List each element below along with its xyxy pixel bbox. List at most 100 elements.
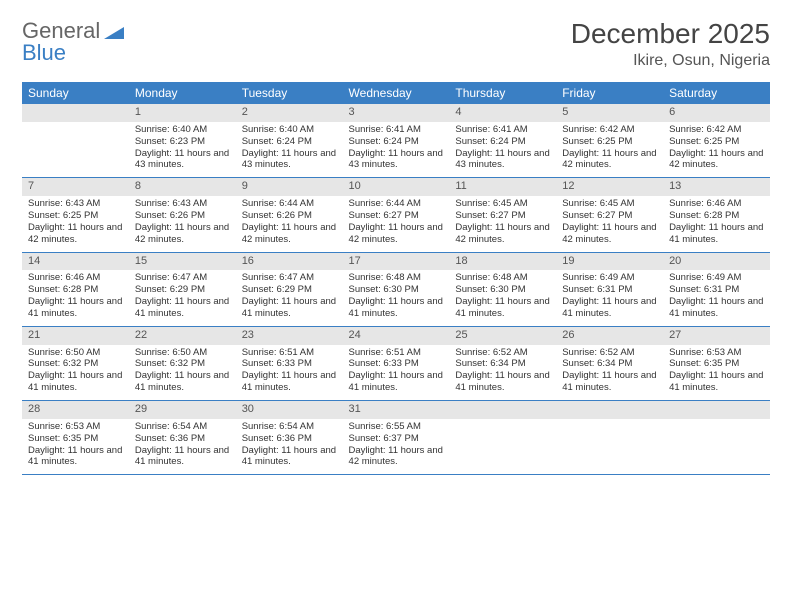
day-body: Sunrise: 6:42 AMSunset: 6:25 PMDaylight:… xyxy=(663,122,770,178)
day-body: Sunrise: 6:53 AMSunset: 6:35 PMDaylight:… xyxy=(22,419,129,475)
daylight-text: Daylight: 11 hours and 41 minutes. xyxy=(669,370,764,394)
calendar-day-cell: 9Sunrise: 6:44 AMSunset: 6:26 PMDaylight… xyxy=(236,178,343,252)
day-body xyxy=(556,419,663,467)
day-body: Sunrise: 6:43 AMSunset: 6:26 PMDaylight:… xyxy=(129,196,236,252)
sunrise-text: Sunrise: 6:55 AM xyxy=(349,421,444,433)
day-number: 20 xyxy=(663,253,770,271)
day-number: 9 xyxy=(236,178,343,196)
sunrise-text: Sunrise: 6:50 AM xyxy=(28,347,123,359)
sunrise-text: Sunrise: 6:54 AM xyxy=(135,421,230,433)
calendar-day-cell: 5Sunrise: 6:42 AMSunset: 6:25 PMDaylight… xyxy=(556,104,663,178)
day-number xyxy=(22,104,129,122)
day-body: Sunrise: 6:51 AMSunset: 6:33 PMDaylight:… xyxy=(343,345,450,401)
day-number: 1 xyxy=(129,104,236,122)
day-header: Friday xyxy=(556,82,663,104)
day-header: Thursday xyxy=(449,82,556,104)
sunrise-text: Sunrise: 6:48 AM xyxy=(349,272,444,284)
sunset-text: Sunset: 6:25 PM xyxy=(28,210,123,222)
day-body: Sunrise: 6:51 AMSunset: 6:33 PMDaylight:… xyxy=(236,345,343,401)
calendar-week-row: 28Sunrise: 6:53 AMSunset: 6:35 PMDayligh… xyxy=(22,401,770,475)
sunrise-text: Sunrise: 6:54 AM xyxy=(242,421,337,433)
sunrise-text: Sunrise: 6:41 AM xyxy=(349,124,444,136)
day-body: Sunrise: 6:52 AMSunset: 6:34 PMDaylight:… xyxy=(449,345,556,401)
day-body: Sunrise: 6:52 AMSunset: 6:34 PMDaylight:… xyxy=(556,345,663,401)
sunset-text: Sunset: 6:27 PM xyxy=(455,210,550,222)
day-number: 11 xyxy=(449,178,556,196)
sunrise-text: Sunrise: 6:43 AM xyxy=(28,198,123,210)
calendar-week-row: 14Sunrise: 6:46 AMSunset: 6:28 PMDayligh… xyxy=(22,252,770,326)
sunrise-text: Sunrise: 6:50 AM xyxy=(135,347,230,359)
daylight-text: Daylight: 11 hours and 41 minutes. xyxy=(28,370,123,394)
sunrise-text: Sunrise: 6:53 AM xyxy=(669,347,764,359)
calendar-day-cell: 18Sunrise: 6:48 AMSunset: 6:30 PMDayligh… xyxy=(449,252,556,326)
calendar-day-cell: 30Sunrise: 6:54 AMSunset: 6:36 PMDayligh… xyxy=(236,401,343,475)
day-body: Sunrise: 6:42 AMSunset: 6:25 PMDaylight:… xyxy=(556,122,663,178)
calendar-day-cell: 2Sunrise: 6:40 AMSunset: 6:24 PMDaylight… xyxy=(236,104,343,178)
day-body: Sunrise: 6:46 AMSunset: 6:28 PMDaylight:… xyxy=(22,270,129,326)
day-body: Sunrise: 6:44 AMSunset: 6:27 PMDaylight:… xyxy=(343,196,450,252)
location-text: Ikire, Osun, Nigeria xyxy=(571,52,770,70)
day-header: Tuesday xyxy=(236,82,343,104)
page-header: General December 2025 Ikire, Osun, Niger… xyxy=(22,18,770,70)
day-header: Monday xyxy=(129,82,236,104)
calendar-day-cell: 16Sunrise: 6:47 AMSunset: 6:29 PMDayligh… xyxy=(236,252,343,326)
calendar-week-row: 1Sunrise: 6:40 AMSunset: 6:23 PMDaylight… xyxy=(22,104,770,178)
title-block: December 2025 Ikire, Osun, Nigeria xyxy=(571,18,770,70)
day-number: 6 xyxy=(663,104,770,122)
day-body: Sunrise: 6:53 AMSunset: 6:35 PMDaylight:… xyxy=(663,345,770,401)
daylight-text: Daylight: 11 hours and 41 minutes. xyxy=(669,222,764,246)
daylight-text: Daylight: 11 hours and 43 minutes. xyxy=(349,148,444,172)
calendar-day-cell: 14Sunrise: 6:46 AMSunset: 6:28 PMDayligh… xyxy=(22,252,129,326)
sunset-text: Sunset: 6:32 PM xyxy=(135,358,230,370)
sunset-text: Sunset: 6:23 PM xyxy=(135,136,230,148)
day-number: 23 xyxy=(236,327,343,345)
sunset-text: Sunset: 6:34 PM xyxy=(455,358,550,370)
sunrise-text: Sunrise: 6:44 AM xyxy=(242,198,337,210)
sunset-text: Sunset: 6:31 PM xyxy=(562,284,657,296)
calendar-day-cell: 3Sunrise: 6:41 AMSunset: 6:24 PMDaylight… xyxy=(343,104,450,178)
day-header: Sunday xyxy=(22,82,129,104)
day-body: Sunrise: 6:48 AMSunset: 6:30 PMDaylight:… xyxy=(343,270,450,326)
sunset-text: Sunset: 6:37 PM xyxy=(349,433,444,445)
sunset-text: Sunset: 6:29 PM xyxy=(135,284,230,296)
day-body xyxy=(22,122,129,170)
day-number: 12 xyxy=(556,178,663,196)
daylight-text: Daylight: 11 hours and 41 minutes. xyxy=(28,296,123,320)
day-body: Sunrise: 6:54 AMSunset: 6:36 PMDaylight:… xyxy=(236,419,343,475)
sunrise-text: Sunrise: 6:42 AM xyxy=(562,124,657,136)
sunrise-text: Sunrise: 6:40 AM xyxy=(135,124,230,136)
calendar-week-row: 7Sunrise: 6:43 AMSunset: 6:25 PMDaylight… xyxy=(22,178,770,252)
sunset-text: Sunset: 6:30 PM xyxy=(349,284,444,296)
calendar-week-row: 21Sunrise: 6:50 AMSunset: 6:32 PMDayligh… xyxy=(22,326,770,400)
day-body xyxy=(449,419,556,467)
day-number: 16 xyxy=(236,253,343,271)
sunset-text: Sunset: 6:36 PM xyxy=(135,433,230,445)
day-header: Saturday xyxy=(663,82,770,104)
day-number: 17 xyxy=(343,253,450,271)
day-number: 24 xyxy=(343,327,450,345)
sunrise-text: Sunrise: 6:40 AM xyxy=(242,124,337,136)
sunrise-text: Sunrise: 6:47 AM xyxy=(135,272,230,284)
sunset-text: Sunset: 6:24 PM xyxy=(455,136,550,148)
day-body: Sunrise: 6:40 AMSunset: 6:24 PMDaylight:… xyxy=(236,122,343,178)
day-number: 30 xyxy=(236,401,343,419)
calendar-day-cell xyxy=(663,401,770,475)
sunset-text: Sunset: 6:26 PM xyxy=(242,210,337,222)
sunset-text: Sunset: 6:33 PM xyxy=(349,358,444,370)
day-number: 19 xyxy=(556,253,663,271)
day-number: 29 xyxy=(129,401,236,419)
day-body xyxy=(663,419,770,467)
day-number: 21 xyxy=(22,327,129,345)
sunset-text: Sunset: 6:35 PM xyxy=(669,358,764,370)
sunrise-text: Sunrise: 6:43 AM xyxy=(135,198,230,210)
daylight-text: Daylight: 11 hours and 41 minutes. xyxy=(135,370,230,394)
day-number: 26 xyxy=(556,327,663,345)
day-header-row: Sunday Monday Tuesday Wednesday Thursday… xyxy=(22,82,770,104)
calendar-day-cell: 19Sunrise: 6:49 AMSunset: 6:31 PMDayligh… xyxy=(556,252,663,326)
day-body: Sunrise: 6:50 AMSunset: 6:32 PMDaylight:… xyxy=(129,345,236,401)
day-number: 13 xyxy=(663,178,770,196)
day-number: 15 xyxy=(129,253,236,271)
day-body: Sunrise: 6:49 AMSunset: 6:31 PMDaylight:… xyxy=(663,270,770,326)
day-number: 27 xyxy=(663,327,770,345)
calendar-day-cell: 12Sunrise: 6:45 AMSunset: 6:27 PMDayligh… xyxy=(556,178,663,252)
